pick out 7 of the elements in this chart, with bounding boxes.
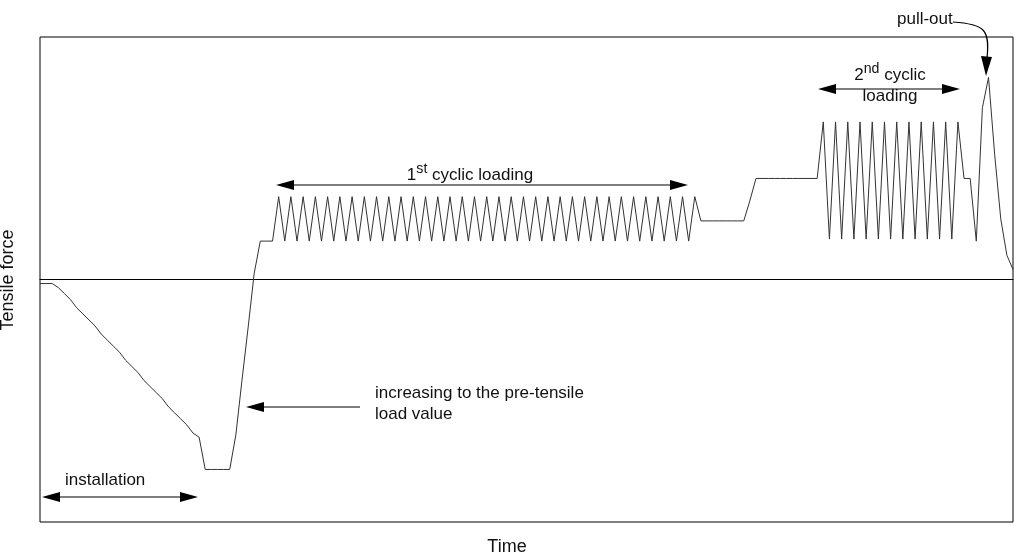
annotation: increasing to the pre-tensile load value bbox=[375, 382, 585, 424]
annotation: 2$^{nd}$ cyclic loading bbox=[853, 59, 927, 106]
y-axis-title: Tensile force bbox=[0, 229, 18, 331]
x-axis-title: Time bbox=[487, 536, 527, 557]
annotation: 1$^{st}$ cyclic loading bbox=[406, 159, 534, 185]
text: installation bbox=[65, 469, 146, 490]
text: pull-out bbox=[897, 8, 953, 29]
